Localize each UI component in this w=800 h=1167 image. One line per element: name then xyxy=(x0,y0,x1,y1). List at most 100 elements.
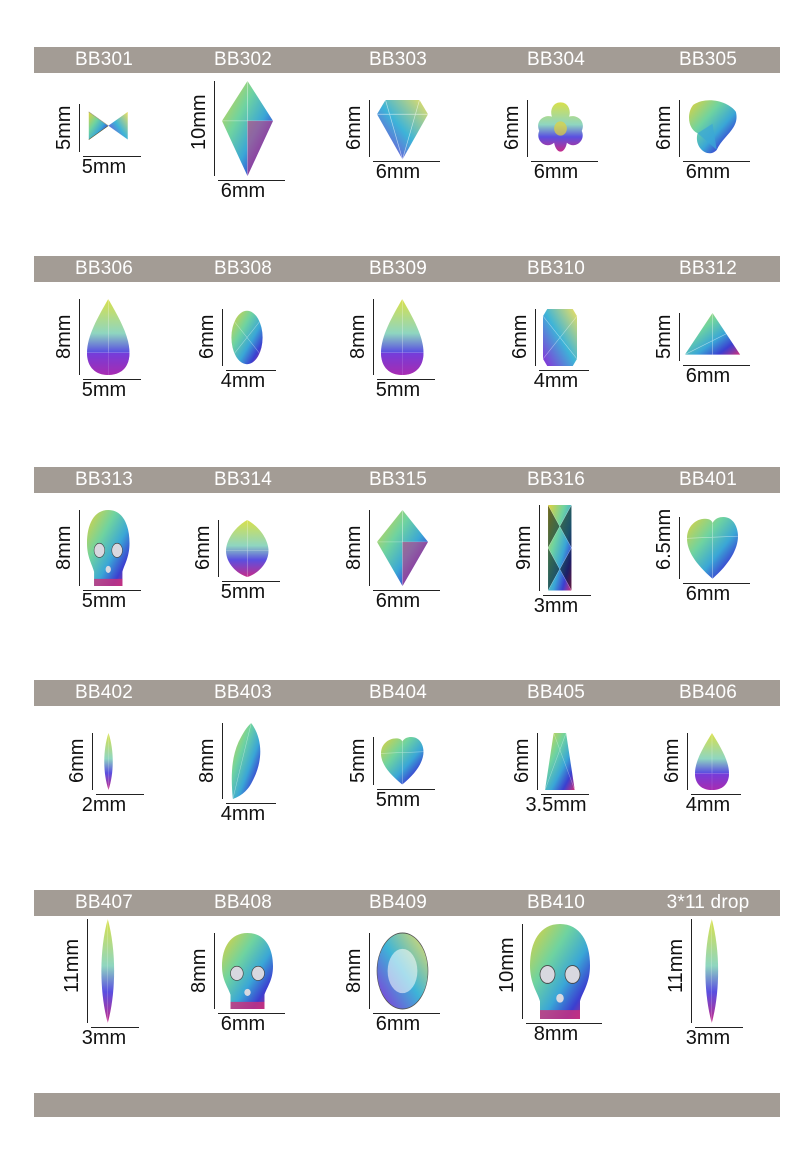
width-measure-line xyxy=(372,1013,440,1014)
width-label: 4mm xyxy=(220,803,266,825)
product-code: BB316 xyxy=(526,469,586,490)
width-measure-line xyxy=(539,369,589,371)
product-code: BB310 xyxy=(526,258,586,279)
height-label: 6mm xyxy=(196,314,218,359)
height-measure-line xyxy=(222,723,223,799)
width-label: 5mm xyxy=(81,590,127,612)
rhinestone-oval-image xyxy=(231,310,263,364)
product-code: BB315 xyxy=(368,469,428,490)
height-label: 11mm xyxy=(665,938,688,993)
height-measure-line xyxy=(91,732,93,790)
height-label: 11mm xyxy=(61,938,84,993)
width-measure-line xyxy=(91,1027,140,1028)
width-label: 6mm xyxy=(375,590,421,612)
height-measure-line xyxy=(213,933,215,1009)
rhinestone-round-image xyxy=(376,932,428,1010)
width-measure-line xyxy=(541,793,590,795)
height-measure-line xyxy=(78,104,80,152)
width-measure-line xyxy=(691,793,741,795)
width-label: 6mm xyxy=(685,582,731,605)
height-measure-line xyxy=(368,99,370,157)
height-measure-line xyxy=(222,308,223,366)
height-measure-line xyxy=(372,737,374,785)
width-measure-line xyxy=(217,1013,285,1014)
height-measure-line xyxy=(368,933,370,1009)
product-code: BB314 xyxy=(213,469,273,490)
rhinestone-drop-image xyxy=(695,732,729,790)
height-measure-line xyxy=(537,732,539,790)
product-code: BB402 xyxy=(74,682,134,703)
height-measure-line xyxy=(78,299,80,375)
product-code: BB305 xyxy=(678,49,738,70)
width-measure-line xyxy=(682,364,750,366)
width-label: 4mm xyxy=(220,369,266,392)
rhinestone-navette-image xyxy=(101,919,115,1023)
width-measure-line xyxy=(530,160,598,162)
height-label: 6mm xyxy=(500,105,523,150)
height-measure-line xyxy=(691,919,693,1023)
height-label: 8mm xyxy=(52,525,75,570)
width-label: 6mm xyxy=(533,160,579,183)
height-label: 8mm xyxy=(342,525,365,570)
product-code: 3*11 drop xyxy=(666,892,750,913)
width-label: 6mm xyxy=(220,1013,266,1035)
rhinestone-navette-image xyxy=(103,732,113,790)
width-label: 3mm xyxy=(685,1027,731,1049)
width-measure-line xyxy=(372,160,440,162)
width-label: 6mm xyxy=(685,364,731,387)
product-code: BB301 xyxy=(74,49,134,70)
height-label: 6mm xyxy=(509,314,531,359)
width-measure-line xyxy=(226,803,276,804)
height-label: 6mm xyxy=(661,738,683,783)
width-measure-line xyxy=(221,580,281,582)
height-measure-line xyxy=(78,510,80,586)
product-code: BB409 xyxy=(368,892,428,913)
rhinestone-marquise-image xyxy=(225,519,269,577)
width-measure-line xyxy=(82,379,142,380)
width-measure-line xyxy=(682,160,750,162)
height-measure-line xyxy=(372,299,374,375)
height-measure-line xyxy=(539,505,541,591)
height-measure-line xyxy=(522,923,523,1019)
height-label: 8mm xyxy=(196,738,218,783)
product-code: BB407 xyxy=(74,892,134,913)
row-header-band xyxy=(34,256,780,282)
height-label: 6mm xyxy=(342,105,365,150)
width-measure-line xyxy=(526,1022,602,1024)
height-measure-line xyxy=(526,99,528,157)
rhinestone-trapezoid-image xyxy=(544,732,576,790)
product-code: BB304 xyxy=(526,49,586,70)
product-code: BB403 xyxy=(213,682,273,703)
width-measure-line xyxy=(226,369,276,371)
height-measure-line xyxy=(368,510,370,586)
height-label: 10mm xyxy=(187,94,210,150)
rhinestone-trefoil-image xyxy=(688,99,737,153)
width-label: 2mm xyxy=(81,793,127,816)
width-label: 5mm xyxy=(81,379,127,401)
width-measure-line xyxy=(682,582,750,584)
rhinestone-skull-image xyxy=(86,510,130,586)
product-code: BB306 xyxy=(74,258,134,279)
footer-band xyxy=(34,1093,780,1117)
product-code: BB408 xyxy=(213,892,273,913)
rhinestone-drop-image xyxy=(86,299,130,375)
width-measure-line xyxy=(82,590,142,591)
rhinestone-navette-image xyxy=(705,919,719,1023)
width-label: 4mm xyxy=(685,793,731,816)
height-label: 6.5mm xyxy=(652,508,675,570)
row-header-band xyxy=(34,467,780,493)
width-label: 5mm xyxy=(375,788,421,811)
rhinestone-drop-image xyxy=(380,299,424,375)
width-label: 6mm xyxy=(220,179,266,202)
product-code: BB406 xyxy=(678,682,738,703)
product-code: BB312 xyxy=(678,258,738,279)
product-code: BB309 xyxy=(368,258,428,279)
rhinestone-diamond-image xyxy=(376,99,428,159)
rhinestone-skull-image xyxy=(221,933,273,1009)
width-label: 8mm xyxy=(533,1022,579,1045)
height-measure-line xyxy=(678,517,680,579)
rhinestone-leaf-image xyxy=(231,722,261,800)
width-label: 3mm xyxy=(81,1027,127,1049)
height-label: 6mm xyxy=(65,738,88,783)
width-label: 3mm xyxy=(533,594,579,617)
